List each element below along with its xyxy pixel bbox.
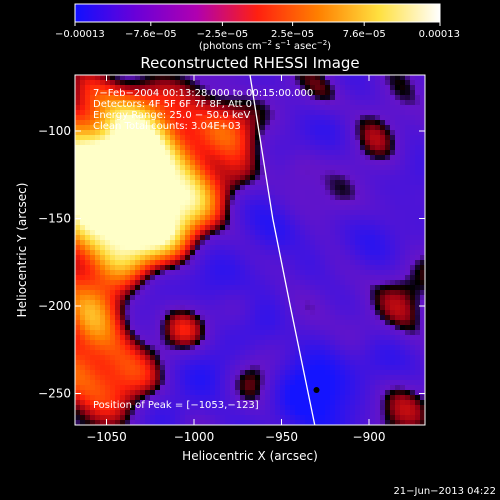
x-tick-label: −950 [265, 430, 298, 444]
x-axis-label: Heliocentric X (arcsec) [182, 449, 318, 463]
colorbar-unit-part: s [272, 41, 280, 52]
colorbar-tick-label: −2.5e−05 [197, 29, 249, 40]
colorbar-tick-label: −7.6e−05 [125, 29, 177, 40]
heatmap-image [75, 75, 425, 425]
y-tick-label: −250 [38, 387, 71, 401]
colorbar-strip [74, 3, 441, 23]
colorbar-tick-label: −0.00013 [55, 29, 105, 40]
colorbar-tick-label: 0.00013 [419, 29, 460, 40]
colorbar-unit-part: asec [291, 41, 317, 52]
colorbar-tick-label: 2.5e−05 [271, 29, 314, 40]
peak-position-label: Position of Peak = [−1053,−123] [93, 400, 259, 411]
peak-marker [313, 387, 320, 393]
colorbar-unit-exponent: −2 [317, 39, 327, 47]
x-axis-ticks: −1050 −1000 −950 −900 [86, 75, 385, 444]
colorbar-unit-exponent: −2 [262, 39, 272, 47]
colorbar-unit: (photons cm−2 s−1 asec−2) [199, 39, 331, 52]
colorbar-unit-part: ) [327, 41, 331, 52]
annotation-block: 7−Feb−2004 00:13:28.000 to 00:15:00.000 … [93, 88, 313, 132]
annotation-total-counts: Clean Total counts: 3.04E+03 [93, 121, 241, 132]
x-tick-label: −1000 [174, 430, 215, 444]
heatmap-plot: −1050 −1000 −950 −900 −100 −150 −200 −250 [38, 74, 426, 444]
annotation-time-range: 7−Feb−2004 00:13:28.000 to 00:15:00.000 [93, 88, 313, 99]
y-tick-label: −100 [38, 124, 71, 138]
colorbar-unit-exponent: −1 [280, 39, 290, 47]
solar-limb-curve [249, 74, 316, 426]
y-axis-ticks: −100 −150 −200 −250 [38, 124, 425, 401]
colorbar-unit-part: (photons cm [199, 41, 262, 52]
annotation-detectors: Detectors: 4F 5F 6F 7F 8F, Att 0 [93, 99, 252, 110]
chart-title: Reconstructed RHESSI Image [140, 54, 359, 72]
colorbar-tick-label: 7.6e−05 [343, 29, 386, 40]
colorbar: −0.00013 −7.6e−05 −2.5e−05 2.5e−05 7.6e−05 0.… [55, 3, 460, 52]
y-axis-label: Heliocentric Y (arcsec) [15, 183, 29, 318]
colorbar-ticks: −0.00013 −7.6e−05 −2.5e−05 2.5e−05 7.6e−05 0.… [55, 22, 460, 40]
annotation-energy-range: Energy Range: 25.0 − 50.0 keV [93, 110, 250, 121]
x-tick-label: −1050 [86, 430, 127, 444]
x-tick-label: −900 [353, 430, 386, 444]
footer-timestamp: 21−Jun−2013 04:22 [393, 486, 496, 497]
plot-frame [74, 74, 426, 426]
y-tick-label: −200 [38, 299, 71, 313]
y-tick-label: −150 [38, 212, 71, 226]
